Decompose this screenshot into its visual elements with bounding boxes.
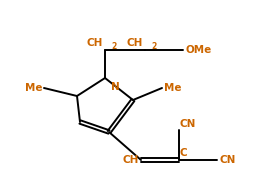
Text: N: N [111, 82, 120, 92]
Text: 2: 2 [111, 42, 116, 51]
Text: CH: CH [87, 38, 103, 48]
Text: Me: Me [24, 83, 42, 93]
Text: C: C [180, 148, 188, 158]
Text: 2: 2 [151, 42, 156, 51]
Text: OMe: OMe [186, 45, 212, 55]
Text: CH: CH [123, 155, 139, 165]
Text: CN: CN [180, 119, 196, 129]
Text: CH: CH [126, 38, 143, 48]
Text: Me: Me [164, 83, 182, 93]
Text: CN: CN [219, 155, 235, 165]
